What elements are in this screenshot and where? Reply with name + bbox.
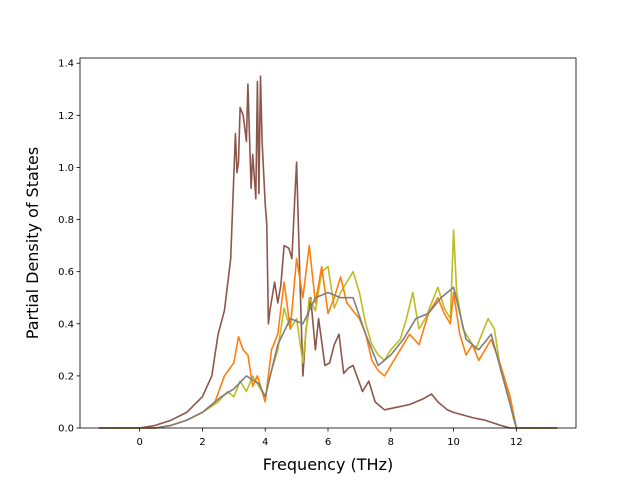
- series-layer: [98, 75, 558, 429]
- x-tick-label: 6: [325, 437, 331, 448]
- x-axis-title: Frequency (THz): [263, 455, 393, 474]
- x-tick-label: 12: [510, 437, 523, 448]
- x-tick-label: 0: [136, 437, 142, 448]
- y-axis-ticks: 0.0 0.2 0.4 0.6 0.8 1.0 1.2 1.4: [58, 59, 80, 435]
- y-tick-label: 0.6: [58, 267, 74, 278]
- y-tick-label: 0.2: [58, 371, 74, 382]
- y-tick-label: 1.4: [58, 59, 74, 70]
- x-axis-ticks: 0 2 4 6 8 10 12: [136, 428, 523, 448]
- y-tick-label: 1.0: [58, 163, 74, 174]
- x-tick-label: 10: [447, 437, 460, 448]
- y-tick-label: 0.8: [58, 215, 74, 226]
- y-tick-label: 0.0: [58, 424, 74, 435]
- series-line-2: [98, 244, 558, 429]
- series-line-1: [98, 229, 558, 429]
- y-axis-title: Partial Density of States: [23, 147, 42, 339]
- series-line-0: [98, 75, 558, 429]
- x-tick-label: 4: [262, 437, 268, 448]
- series-line-3: [98, 286, 558, 429]
- x-tick-label: 8: [388, 437, 394, 448]
- y-tick-label: 0.4: [58, 319, 74, 330]
- x-tick-label: 2: [199, 437, 205, 448]
- y-tick-label: 1.2: [58, 111, 74, 122]
- plot-area: [80, 58, 576, 428]
